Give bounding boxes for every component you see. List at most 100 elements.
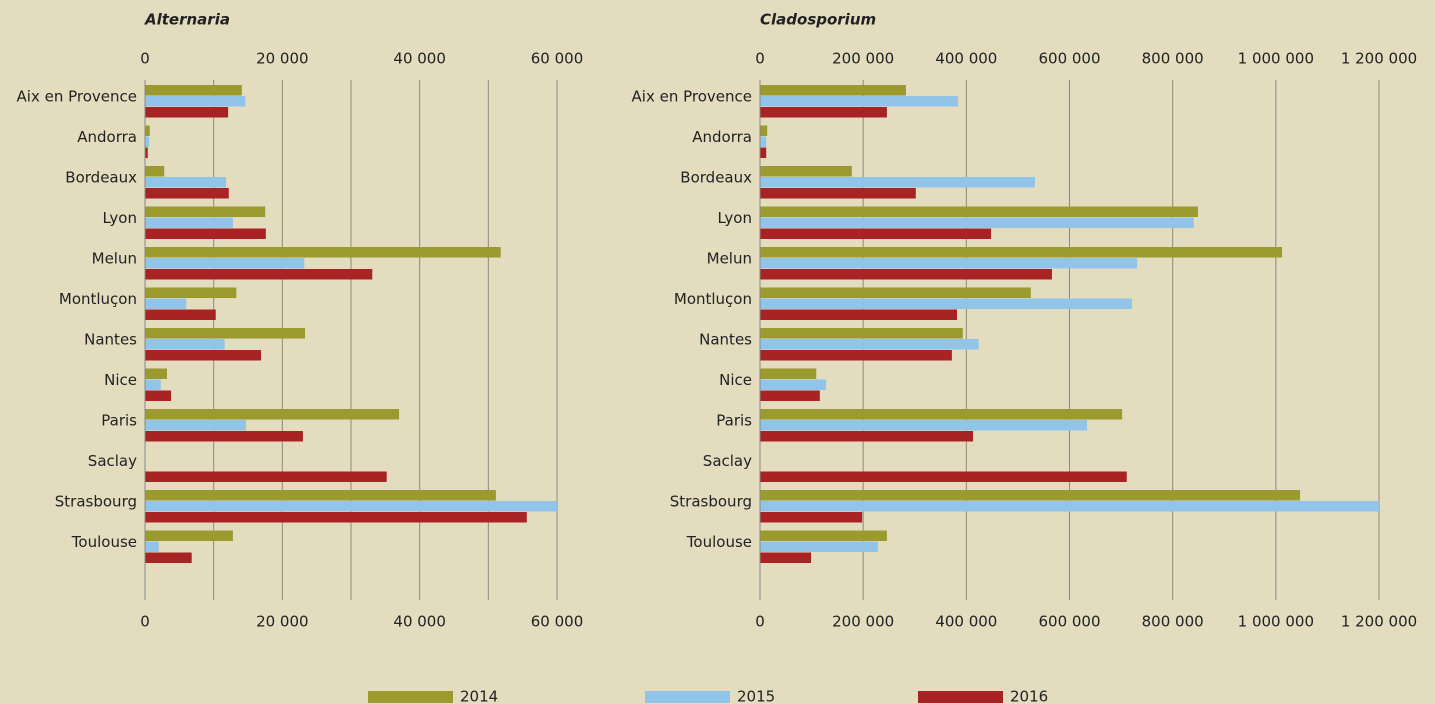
bar: 2016: [145, 107, 229, 118]
bar: 2016: [760, 471, 1127, 482]
bar: 2014: [145, 530, 233, 541]
bar: 2016: [145, 228, 266, 239]
category-label: Paris: [101, 412, 137, 430]
chart-title: Alternaria: [144, 11, 230, 29]
chart-title: Cladosporium: [760, 11, 876, 29]
bar: 2014: [145, 166, 165, 177]
x-tick-label: 800 000: [1142, 50, 1204, 68]
bar: 2014: [760, 328, 963, 339]
bar: 2016: [145, 269, 373, 280]
x-tick-label: 600 000: [1038, 613, 1100, 631]
bar: 2015: [145, 420, 246, 431]
category-label: Strasbourg: [670, 493, 752, 511]
bar: 2016: [760, 350, 952, 361]
category-label: Aix en Provence: [632, 88, 752, 106]
bar: 2015: [760, 541, 879, 552]
bar: 2015: [760, 298, 1132, 309]
legend-label: 2015: [737, 688, 775, 704]
bar: 2016: [760, 390, 820, 401]
bar: 2016: [145, 512, 527, 523]
bar: 2016: [145, 431, 303, 442]
bar: 2014: [760, 125, 768, 136]
x-tick-label: 0: [755, 50, 765, 68]
bar: 2016: [760, 309, 958, 320]
bar: 2015: [760, 501, 1379, 512]
bar: 2014: [760, 530, 887, 541]
bar: 2016: [760, 431, 974, 442]
bar: 2016: [145, 471, 387, 482]
category-label: Bordeaux: [65, 169, 137, 187]
bar: 2015: [145, 339, 225, 350]
bar: 2014: [760, 490, 1301, 501]
x-tick-label: 0: [140, 50, 150, 68]
x-tick-label: 400 000: [935, 613, 997, 631]
category-label: Saclay: [88, 452, 137, 470]
bar: 2016: [145, 147, 148, 158]
bar: 2015: [145, 258, 305, 269]
x-tick-label: 200 000: [832, 613, 894, 631]
bar: 2015: [760, 420, 1088, 431]
x-tick-label: 60 000: [531, 50, 584, 68]
bar: 2014: [760, 166, 852, 177]
x-tick-label: 800 000: [1142, 613, 1204, 631]
category-label: Paris: [716, 412, 752, 430]
bar: 2014: [145, 85, 242, 96]
bar: 2015: [760, 136, 767, 147]
category-label: Melun: [92, 250, 137, 268]
bar: 2015: [145, 541, 159, 552]
category-label: Melun: [707, 250, 752, 268]
bar: 2014: [760, 247, 1283, 258]
x-tick-label: 40 000: [393, 613, 446, 631]
bar: 2016: [760, 269, 1052, 280]
bar: 2015: [145, 298, 187, 309]
x-tick-label: 1 200 000: [1341, 613, 1417, 631]
bar: 2015: [145, 177, 227, 188]
category-label: Nice: [104, 371, 137, 389]
legend-swatch: [368, 691, 453, 703]
bar: 2014: [760, 409, 1123, 420]
category-label: Bordeaux: [680, 169, 752, 187]
bar: 2016: [145, 188, 229, 199]
category-label: Montluçon: [59, 290, 137, 308]
bar: 2015: [760, 258, 1138, 269]
x-tick-label: 1 200 000: [1341, 50, 1417, 68]
bar: 2015: [760, 177, 1035, 188]
x-tick-label: 1 000 000: [1238, 613, 1314, 631]
bar: 2016: [145, 552, 192, 563]
bar: 2014: [145, 287, 237, 298]
x-tick-label: 60 000: [531, 613, 584, 631]
bar: 2015: [760, 96, 959, 107]
x-tick-label: 200 000: [832, 50, 894, 68]
bar: 2016: [145, 390, 172, 401]
bar: 2014: [760, 287, 1031, 298]
bar: 2014: [760, 368, 817, 379]
category-label: Toulouse: [71, 533, 137, 551]
bar: 2016: [760, 228, 992, 239]
category-label: Lyon: [717, 209, 752, 227]
category-label: Saclay: [703, 452, 752, 470]
category-label: Nantes: [84, 331, 137, 349]
x-tick-label: 1 000 000: [1238, 50, 1314, 68]
bar: 2014: [760, 206, 1198, 217]
bar: 2014: [145, 125, 150, 136]
category-label: Lyon: [102, 209, 137, 227]
bar: 2015: [145, 217, 233, 228]
bar: 2016: [145, 309, 216, 320]
x-tick-label: 20 000: [256, 613, 309, 631]
legend-swatch: [918, 691, 1003, 703]
category-label: Nice: [719, 371, 752, 389]
bar: 2015: [145, 96, 246, 107]
legend-swatch: [645, 691, 730, 703]
bar: 2015: [760, 379, 827, 390]
category-label: Andorra: [692, 128, 752, 146]
bar: 2014: [145, 368, 167, 379]
bar: 2016: [760, 107, 887, 118]
x-tick-label: 20 000: [256, 50, 309, 68]
bar: 2015: [760, 217, 1194, 228]
bar: 2014: [145, 409, 400, 420]
bar: 2015: [760, 339, 979, 350]
legend-label: 2014: [460, 688, 498, 704]
bar: 2016: [760, 512, 863, 523]
bar: 2014: [145, 247, 501, 258]
